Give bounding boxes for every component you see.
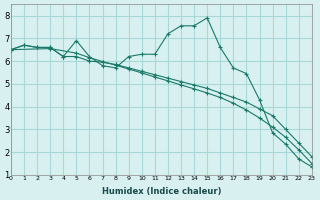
X-axis label: Humidex (Indice chaleur): Humidex (Indice chaleur) bbox=[102, 187, 221, 196]
